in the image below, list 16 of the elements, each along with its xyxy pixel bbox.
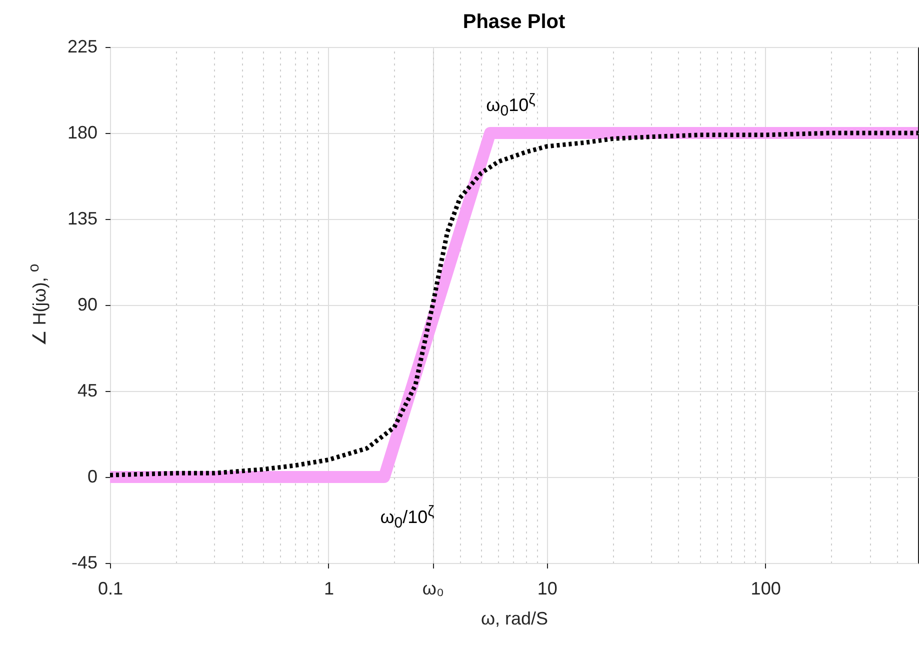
y-tick-label: 135: [67, 208, 98, 228]
y-tick-label: -45: [71, 552, 98, 572]
annotation: ω$_{0}$/10$^{ζ}$: [380, 503, 434, 532]
y-tick-label: 225: [67, 36, 98, 56]
x-tick-label: 100: [750, 578, 781, 598]
chart-title: Phase Plot: [462, 11, 566, 33]
y-tick-label: 0: [87, 466, 98, 486]
y-tick-label: 90: [77, 294, 98, 314]
y-tick-label: 45: [77, 380, 98, 400]
x-tick-label: 0.1: [98, 578, 124, 598]
annotation: ω$_{0}$10$^{ζ}$: [486, 91, 536, 120]
y-tick-label: 180: [67, 122, 98, 142]
x-tick-label: 1: [324, 578, 334, 598]
x-tick-label: ω₀: [422, 578, 444, 598]
x-axis-title: ω, rad/S: [480, 608, 548, 628]
x-tick-label: 10: [537, 578, 558, 598]
